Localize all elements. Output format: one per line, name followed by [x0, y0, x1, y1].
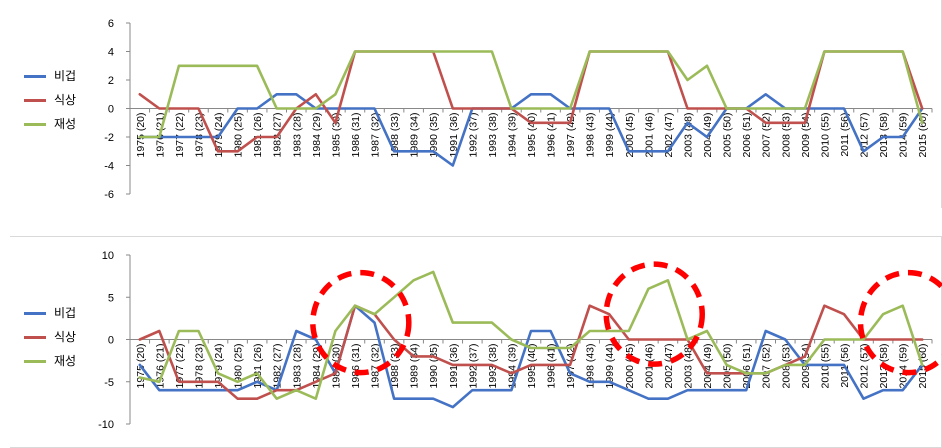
series-line-2	[138, 270, 924, 400]
y-tick-label: -5	[104, 377, 114, 389]
legend-swatch-jaeseong	[24, 123, 46, 126]
y-tick-label: -10	[98, 419, 114, 431]
y-tick-label: -2	[104, 132, 114, 144]
legend-swatch-siksang	[24, 99, 46, 102]
series-line-2	[138, 50, 924, 139]
x-tick-label: 1982 (27)	[272, 344, 284, 389]
x-tick-label: 2002 (47)	[663, 344, 675, 389]
x-tick-label: 1990 (35)	[428, 344, 440, 389]
x-tick-label: 1976 (21)	[154, 344, 166, 389]
legend-label-siksang: 식상	[54, 93, 77, 107]
x-tick-label: 1978 (23)	[193, 113, 205, 158]
y-tick-label: -6	[104, 189, 114, 201]
x-tick-label: 2008 (53)	[780, 113, 792, 158]
x-tick-label: 2011 (56)	[839, 113, 851, 157]
x-tick-label: 2014 (59)	[898, 344, 910, 389]
x-tick-label: 1999 (44)	[604, 113, 616, 158]
x-tick-label: 1980 (25)	[233, 113, 245, 158]
x-tick-label: 1998 (43)	[585, 113, 597, 158]
x-tick-label: 1993 (38)	[487, 113, 499, 158]
x-tick-label: 1999 (44)	[604, 344, 616, 389]
highlight-circle-1	[603, 261, 705, 367]
x-tick-label: 2012 (57)	[859, 344, 871, 389]
x-tick-label: 2005 (50)	[722, 113, 734, 158]
x-tick-label: 1983 (28)	[291, 344, 303, 389]
x-tick-label: 2006 (51)	[741, 344, 753, 389]
panel-gap	[0, 208, 942, 236]
series-line-1	[138, 304, 924, 400]
series-line-0	[138, 304, 924, 409]
y-tick-label: 2	[108, 75, 114, 87]
y-tick-label: -4	[104, 161, 114, 173]
x-tick-label: 2006 (51)	[741, 113, 753, 158]
x-tick-label: 2004 (49)	[702, 344, 714, 389]
x-tick-label: 1979 (24)	[213, 344, 225, 389]
x-tick-label: 1989 (34)	[409, 344, 421, 389]
legend-swatch-bigeop	[24, 75, 46, 78]
chart-panel-top: 6 4 2 0 -2 -4 -6 1975 (20) 1976 (21) 1977 (22) 197…	[10, 0, 942, 209]
x-tick-label: 1978 (23)	[193, 344, 205, 389]
x-tick-label: 1992 (37)	[467, 113, 479, 158]
x-tick-label: 2003 (48)	[682, 344, 694, 389]
legend-label-bigeop: 비겁	[54, 306, 77, 320]
legend-label-siksang: 식상	[54, 330, 77, 344]
legend-label-jaeseong: 재성	[54, 117, 77, 131]
highlight-circle-2	[857, 269, 942, 376]
x-tick-label: 1991 (36)	[448, 113, 460, 158]
x-tick-label: 1983 (28)	[291, 113, 303, 158]
y-tick-label: 10	[102, 250, 114, 262]
x-tick-label: 2015 (60)	[917, 113, 929, 158]
legend-label-jaeseong: 재성	[54, 354, 77, 368]
x-tick-label: 1986 (31)	[350, 113, 362, 158]
x-tick-label: 1975 (20)	[135, 113, 147, 158]
x-tick-label: 1984 (29)	[311, 344, 323, 389]
y-tick-label: 4	[108, 47, 114, 59]
x-tick-label: 1985 (30)	[330, 113, 342, 158]
chart-panel-bottom: 10 5 0 -5 -10 1975 (20) 1976 (21) 1977 (22) 1978…	[10, 236, 942, 448]
y-tick-label: 5	[108, 292, 114, 304]
x-tick-label: 2003 (48)	[682, 113, 694, 158]
x-tick-label: 1990 (35)	[428, 113, 440, 158]
y-tick-label: 0	[108, 335, 114, 347]
x-tick-label: 1994 (39)	[506, 344, 518, 389]
x-tick-label: 2001 (46)	[643, 113, 655, 158]
x-tick-label: 2007 (52)	[761, 344, 773, 389]
x-tick-label: 2010 (55)	[819, 113, 831, 158]
x-tick-label: 1994 (39)	[506, 113, 518, 158]
x-tick-label: 1987 (32)	[370, 113, 382, 158]
legend-label-bigeop: 비겁	[54, 69, 77, 83]
x-tick-label: 1998 (43)	[585, 344, 597, 389]
x-tick-label: 1980 (25)	[233, 344, 245, 389]
x-tick-label: 1989 (34)	[409, 113, 421, 158]
x-tick-label: 1981 (26)	[252, 113, 264, 158]
x-tick-label: 1986 (31)	[350, 344, 362, 389]
x-tick-label: 1987 (32)	[370, 344, 382, 389]
y-tick-label: 0	[108, 104, 114, 116]
x-tick-label: 1984 (29)	[311, 113, 323, 158]
y-tick-label: 6	[108, 18, 114, 30]
legend-swatch-bigeop	[24, 312, 46, 315]
series-line-1	[138, 50, 924, 153]
legend-swatch-siksang	[24, 336, 46, 339]
x-tick-label: 2013 (58)	[878, 113, 890, 158]
highlight-circle-0	[310, 269, 412, 376]
x-tick-label: 1977 (22)	[174, 113, 186, 158]
legend-swatch-jaeseong	[24, 360, 46, 363]
x-tick-label: 2000 (45)	[624, 344, 636, 389]
x-tick-label: 1996 (41)	[546, 113, 558, 158]
